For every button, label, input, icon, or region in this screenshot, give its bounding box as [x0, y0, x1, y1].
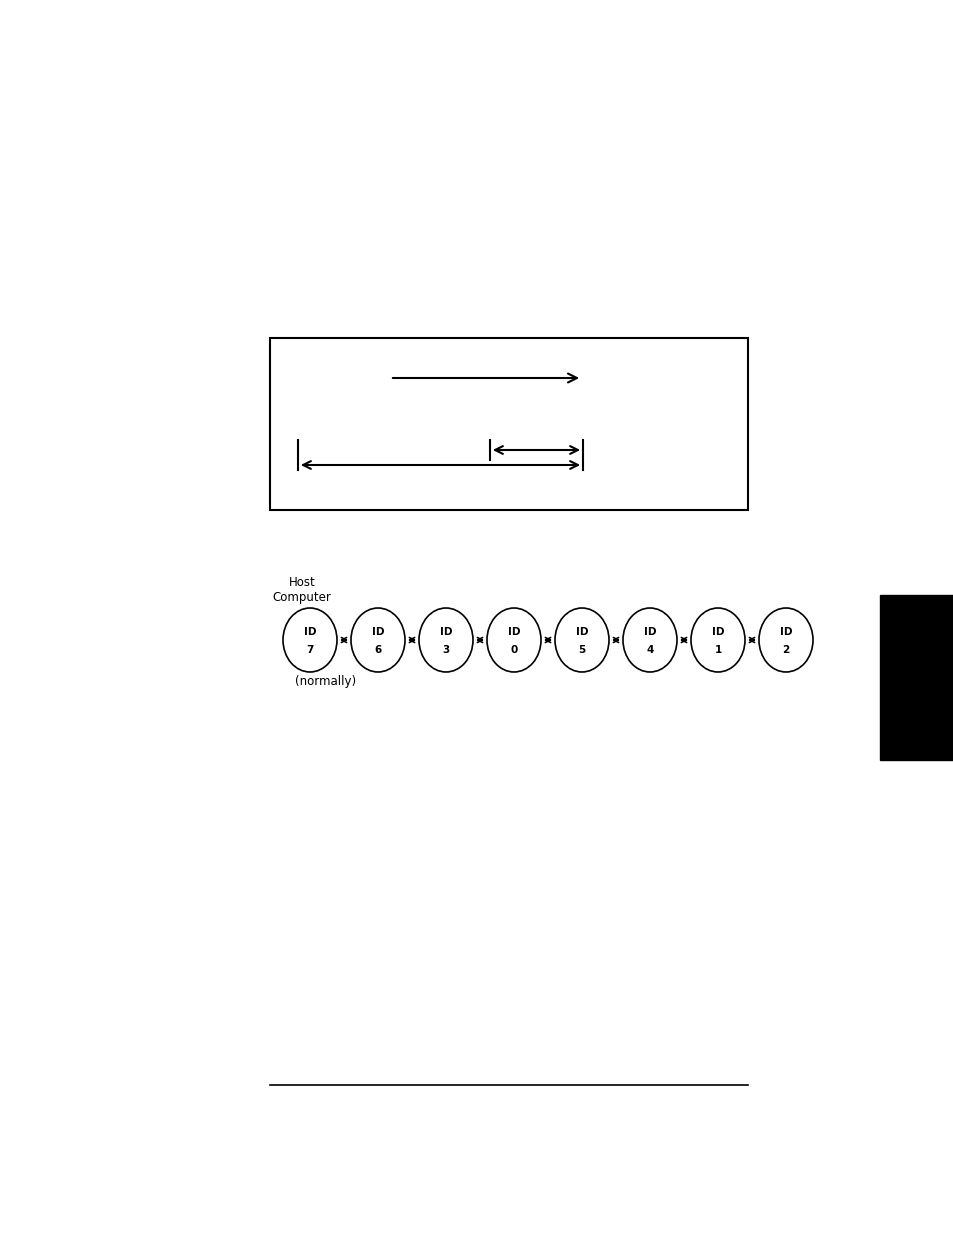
Ellipse shape	[418, 608, 473, 672]
Text: ID: ID	[439, 627, 452, 637]
Ellipse shape	[690, 608, 744, 672]
Text: ID: ID	[711, 627, 723, 637]
Text: 4: 4	[645, 645, 653, 655]
Bar	[270, 338, 747, 510]
Text: ID: ID	[303, 627, 315, 637]
Text: (normally): (normally)	[294, 676, 355, 688]
Text: 3: 3	[442, 645, 449, 655]
Text: 2: 2	[781, 645, 789, 655]
Text: 5: 5	[578, 645, 585, 655]
Text: ID: ID	[779, 627, 791, 637]
Text: 7: 7	[306, 645, 314, 655]
Ellipse shape	[759, 608, 812, 672]
Bar	[879, 595, 953, 760]
Text: Host
Computer: Host Computer	[273, 576, 331, 604]
Text: ID: ID	[643, 627, 656, 637]
Text: 1: 1	[714, 645, 720, 655]
Text: ID: ID	[507, 627, 519, 637]
Text: ID: ID	[372, 627, 384, 637]
Ellipse shape	[283, 608, 336, 672]
Text: 0: 0	[510, 645, 517, 655]
Text: ID: ID	[576, 627, 588, 637]
Ellipse shape	[622, 608, 677, 672]
Ellipse shape	[486, 608, 540, 672]
Ellipse shape	[351, 608, 405, 672]
Text: 6: 6	[374, 645, 381, 655]
Ellipse shape	[555, 608, 608, 672]
